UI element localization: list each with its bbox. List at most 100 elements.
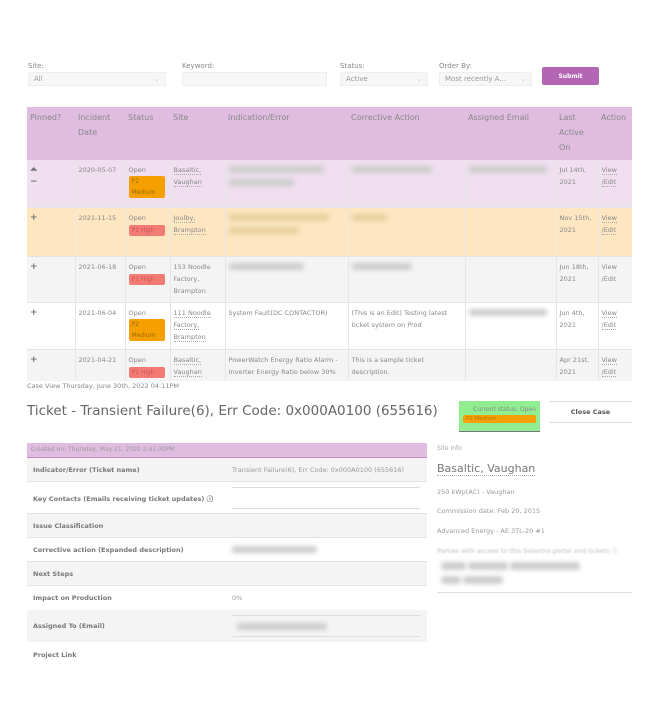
site-link[interactable]: Basaltic, Vaughan (173, 355, 202, 377)
view-edit-link[interactable]: View /Edit (601, 355, 617, 377)
corrective: (This is an Edit) Testing latest ticket … (348, 302, 466, 350)
indication-redacted (225, 160, 349, 208)
field-label: Corrective action (Expanded description) (33, 545, 184, 554)
field-label: Project Link (33, 651, 77, 659)
email-cell (465, 256, 557, 303)
pin-plus-icon[interactable]: + (30, 354, 38, 365)
status-text: Open (128, 262, 146, 271)
status-text: Open (128, 213, 146, 222)
priority-badge: P1 High (128, 366, 165, 378)
ticket-details: Created on: Thursday, May 21, 2020 2:41:… (27, 443, 427, 668)
corrective: This is a sample ticket description. (348, 349, 466, 381)
incident-date: 2021-11-15 (75, 207, 126, 257)
current-status-text: Current status: Open (473, 406, 536, 413)
field-row-key-contacts: Key Contacts (Emails receiving ticket up… (27, 482, 427, 514)
last-active: Jul 14th, 2021 (556, 160, 599, 208)
current-status-box: Current status: Open P2 Medium (459, 401, 540, 432)
status-text: Open (128, 166, 146, 174)
keyword-input[interactable] (182, 72, 327, 86)
pin-plus-icon[interactable]: + (30, 261, 38, 272)
status-select[interactable]: Active ⌄ (340, 72, 428, 86)
priority-badge: P2 Medium (128, 176, 165, 198)
site-info-heading: Site Info (437, 445, 462, 452)
site-link[interactable]: 153 Noodle Factory, Brampton (173, 262, 211, 295)
view-edit-link[interactable]: View /Edit (601, 213, 617, 235)
pin-plus-icon[interactable]: + (30, 307, 38, 318)
field-row-assigned: Assigned To (Email) (27, 610, 427, 642)
last-active: Jun 4th, 2021 (556, 302, 599, 350)
site-link[interactable]: Basaltic, Vaughan (173, 166, 202, 187)
status-text: Open (128, 355, 146, 364)
view-edit-link[interactable]: View /Edit (601, 308, 617, 330)
table-row: + 2021-11-15 Open P1 High Joulby, Brampto… (27, 207, 632, 257)
site-label: Site: (28, 62, 44, 70)
inverter-info: Advanced Energy - AE 3TL-20 #1 (437, 527, 545, 535)
email-cell (465, 207, 557, 257)
indication: PowerWatch Energy Ratio Alarm - Inverter… (225, 349, 349, 381)
field-label: Assigned To (Email) (33, 622, 105, 630)
field-row-impact: Impact on Production 0% (27, 586, 427, 610)
corrective-redacted (348, 207, 466, 257)
table-row: + 2021-04-21 Open P1 High Basaltic, Vaugh… (27, 349, 632, 381)
pin-icon[interactable]: ⏶ (30, 165, 38, 175)
indication: System Fault(DC CONTACTOR) (225, 302, 349, 350)
site-select[interactable]: All ⌄ (28, 72, 166, 86)
field-value: Transient Failure(6), Err Code: 0x000A01… (232, 465, 405, 474)
site-capacity: 250 kWp(AC) - Vaughan (437, 488, 515, 496)
email-redacted (465, 160, 557, 208)
access-label: Parties with access to this Solantro por… (437, 547, 619, 555)
order-by-select[interactable]: Most recently A... ⌄ (439, 72, 532, 86)
created-on: Created on: Thursday, May 21, 2020 2:41:… (27, 443, 427, 458)
col-incident-date[interactable]: Incident Date (75, 107, 125, 160)
priority-badge: P2 Medium (128, 318, 165, 341)
field-row-indicator: Indicator/Error (Ticket name) Transient F… (27, 458, 427, 482)
col-pinned[interactable]: Pinned? (27, 107, 75, 160)
field-row-issue-classification: Issue Classification (27, 514, 427, 538)
pin-plus-icon[interactable]: + (30, 212, 38, 223)
col-email[interactable]: Assigned Email (465, 107, 556, 160)
priority-badge: P1 High (128, 224, 165, 236)
unpin-minus-icon[interactable]: − (30, 177, 38, 187)
chevron-down-icon: ⌄ (520, 75, 526, 83)
order-by-value: Most recently A... (445, 75, 506, 83)
status-value: Active (346, 75, 368, 83)
access-parties-box (437, 556, 632, 593)
col-corrective[interactable]: Corrective Action (348, 107, 465, 160)
order-by-label: Order By: (439, 62, 472, 70)
view-edit-link[interactable]: View /Edit (601, 166, 617, 187)
indication-redacted (225, 207, 349, 257)
corrective-redacted (348, 160, 466, 208)
field-label: Issue Classification (33, 521, 104, 530)
site-value: All (34, 75, 43, 83)
incident-date: 2020-05-07 (75, 160, 126, 208)
last-active: Jun 18th, 2021 (556, 256, 599, 303)
key-contacts-input[interactable] (232, 486, 420, 509)
email-cell (465, 349, 557, 381)
col-site[interactable]: Site (170, 107, 225, 160)
close-case-button[interactable]: Close Case (549, 401, 632, 423)
field-value: 0% (232, 594, 243, 602)
table-row: + 2021-06-18 Open P1 High 153 Noodle Fact… (27, 256, 632, 303)
col-status[interactable]: Status (125, 107, 170, 160)
status-text: Open (128, 308, 146, 317)
submit-button[interactable]: Submit (542, 67, 599, 85)
site-link[interactable]: Joulby, Brampton (173, 213, 206, 235)
site-link[interactable]: 111 Noodle Factory, Brampton (173, 308, 211, 342)
corrective-redacted (348, 256, 466, 303)
field-label: Key Contacts (Emails receiving ticket up… (33, 494, 214, 503)
field-row-next-steps: Next Steps (27, 562, 427, 586)
field-label: Impact on Production (33, 594, 112, 602)
chevron-down-icon: ⌄ (416, 75, 422, 83)
ticket-title: Ticket - Transient Failure(6), Err Code:… (27, 403, 438, 419)
field-row-corrective-action: Corrective action (Expanded description) (27, 538, 427, 562)
incident-date: 2021-06-04 (75, 302, 126, 350)
field-row-project-link: Project Link (27, 642, 427, 668)
site-name-link[interactable]: Basaltic, Vaughan (437, 462, 536, 476)
col-action[interactable]: Action (598, 107, 632, 160)
keyword-label: Keyword: (182, 62, 215, 70)
view-edit-link[interactable]: View /Edit (601, 262, 617, 283)
col-indication[interactable]: Indication/Error (225, 107, 348, 160)
case-view-timestamp: Case View Thursday, June 30th, 2022 04:1… (27, 382, 179, 390)
col-last-active[interactable]: Last Active On (556, 107, 598, 160)
assigned-email-input[interactable] (232, 615, 420, 637)
